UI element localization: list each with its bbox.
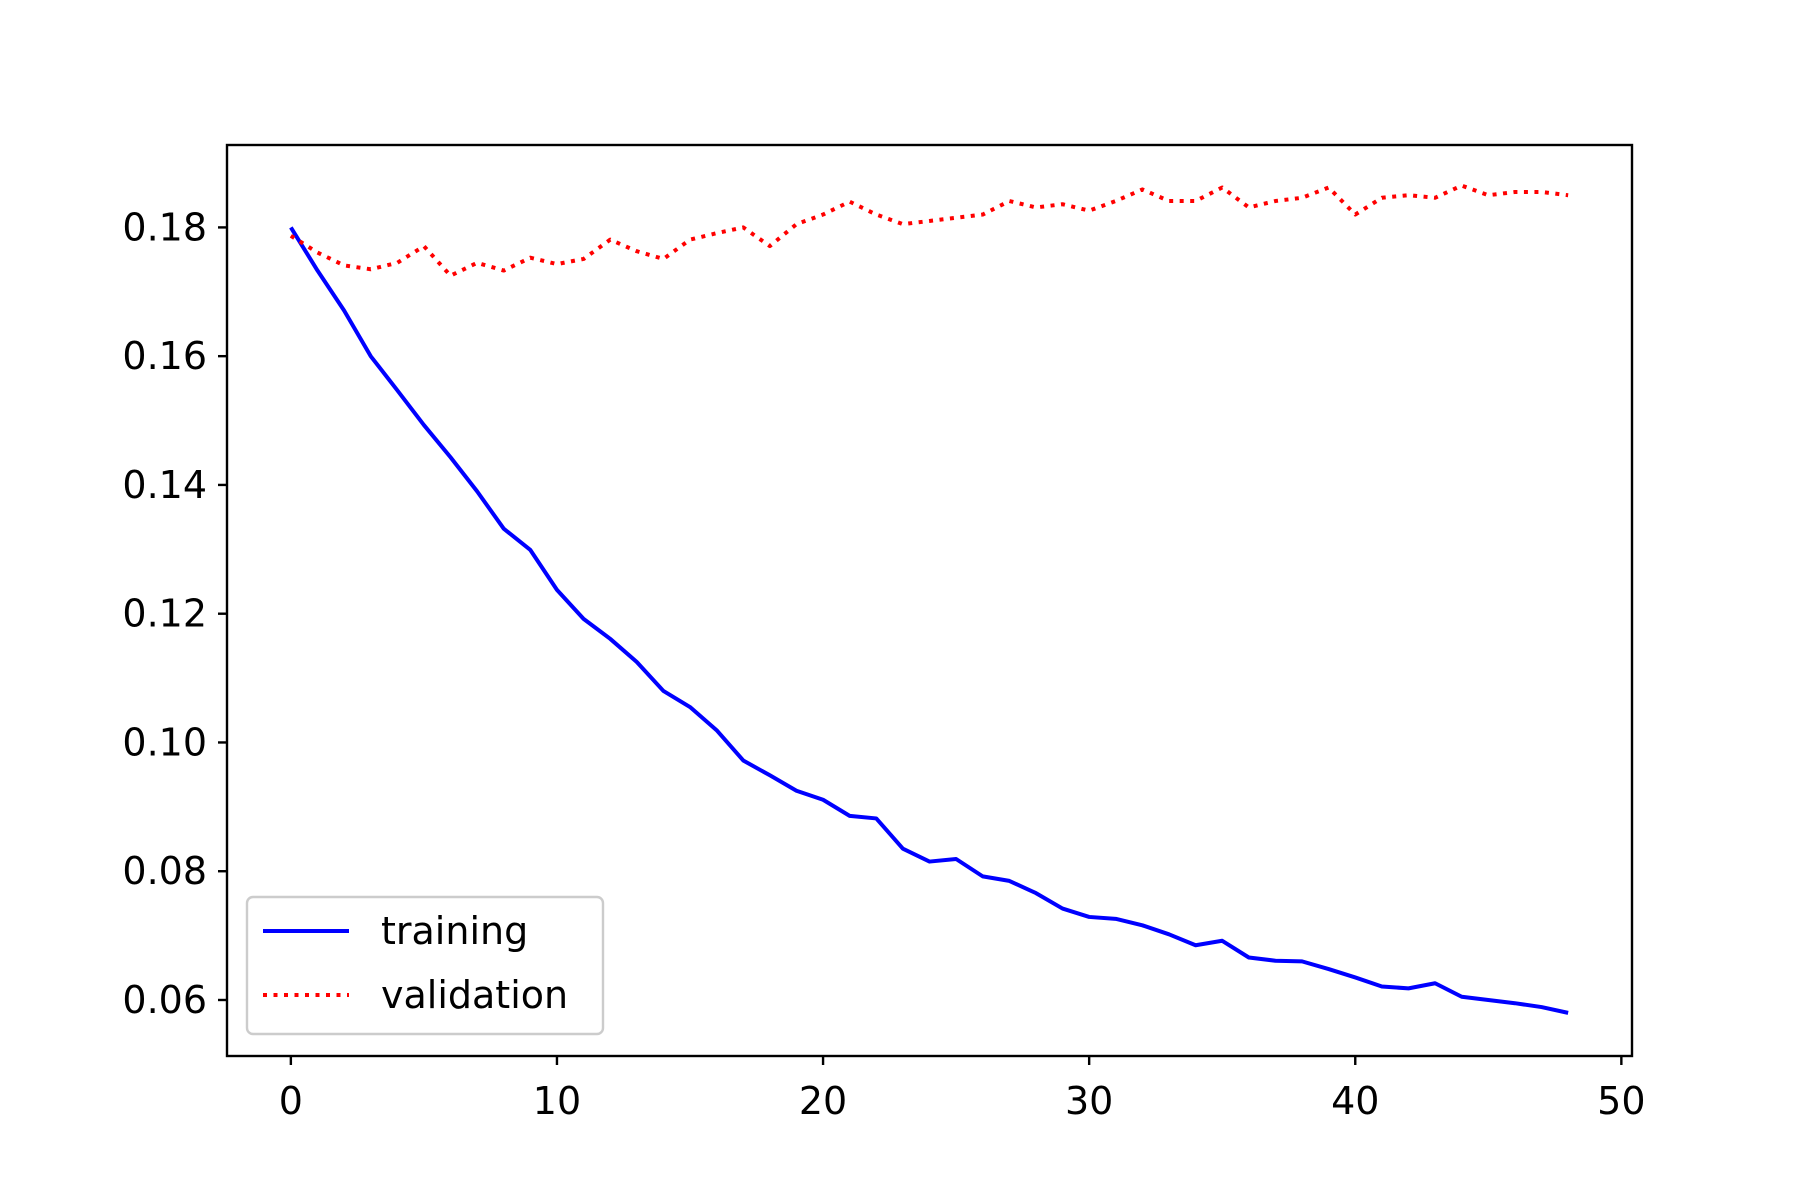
y-tick-label: 0.08 — [122, 849, 207, 893]
y-axis: 0.06 0.08 0.10 0.12 0.14 0.16 0.18 — [122, 205, 227, 1022]
legend: training validation — [245, 895, 605, 1036]
y-tick-label: 0.12 — [122, 592, 207, 636]
legend-label-training: training — [381, 909, 528, 953]
y-tick-label: 0.14 — [122, 463, 207, 507]
series-line-training — [289, 226, 1569, 1015]
x-axis: 0 10 20 30 40 50 — [279, 1056, 1646, 1123]
series-layer — [289, 183, 1569, 1015]
x-tick-label: 40 — [1331, 1079, 1379, 1123]
y-tick-label: 0.18 — [122, 205, 207, 249]
y-tick-label: 0.06 — [122, 978, 207, 1022]
y-tick-label: 0.10 — [122, 720, 207, 764]
series-line-validation — [289, 183, 1569, 278]
legend-label-validation: validation — [381, 973, 568, 1017]
x-tick-label: 20 — [799, 1079, 847, 1123]
x-tick-label: 0 — [279, 1079, 303, 1123]
x-tick-label: 30 — [1065, 1079, 1113, 1123]
x-tick-label: 50 — [1597, 1079, 1645, 1123]
y-tick-label: 0.16 — [122, 334, 207, 378]
x-tick-label: 10 — [533, 1079, 581, 1123]
